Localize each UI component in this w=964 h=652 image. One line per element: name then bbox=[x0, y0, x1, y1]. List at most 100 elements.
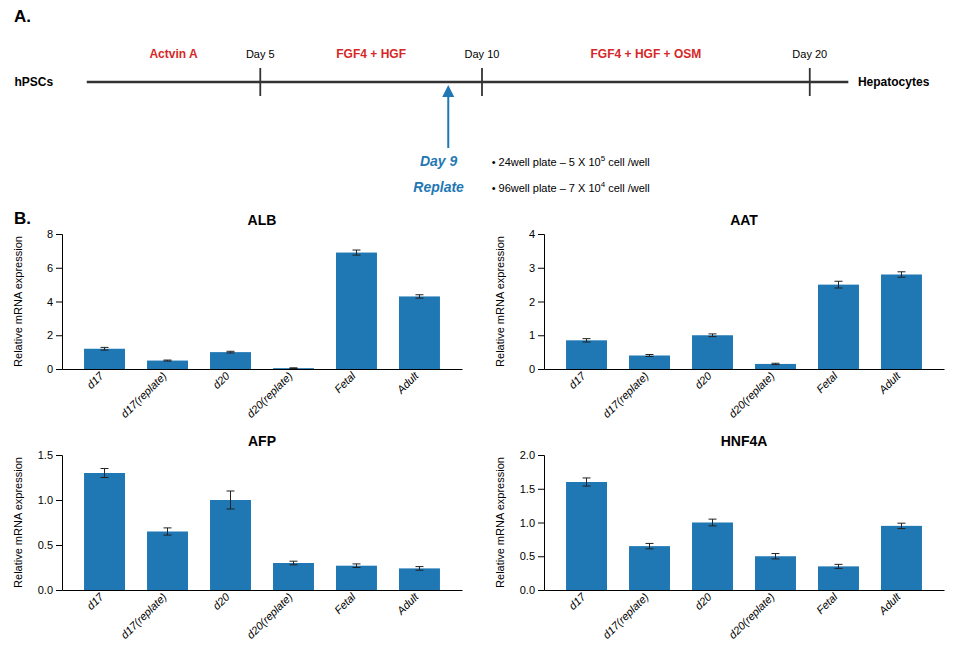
y-tick-label: 2.0 bbox=[520, 449, 535, 461]
y-tick: 0.0 bbox=[520, 584, 544, 596]
plot-area bbox=[84, 250, 440, 369]
note-text: cell /well bbox=[605, 182, 650, 194]
y-tick-label: 0 bbox=[529, 363, 535, 375]
y-tick-mark bbox=[538, 523, 544, 524]
error-bar bbox=[164, 528, 172, 535]
y-tick: 1.0 bbox=[38, 494, 62, 506]
bar bbox=[210, 352, 251, 369]
panel-label: B. bbox=[14, 209, 31, 228]
plot-area bbox=[566, 478, 922, 590]
timeline: A.hPSCsHepatocytesDay 5Day 10Day 20Actvi… bbox=[14, 7, 930, 195]
x-tick: Adult bbox=[876, 590, 904, 618]
bar bbox=[629, 546, 670, 590]
bar bbox=[692, 335, 733, 369]
y-tick-label: 0.0 bbox=[520, 584, 535, 596]
bar bbox=[399, 296, 440, 369]
y-tick-label: 4 bbox=[529, 228, 535, 240]
y-tick-label: 2 bbox=[47, 329, 53, 341]
y-tick-mark bbox=[56, 234, 62, 235]
x-tick: d17(replate) bbox=[118, 590, 169, 641]
x-tick-label: Fetal bbox=[332, 590, 358, 616]
y-tick-label: 0.5 bbox=[520, 550, 535, 562]
y-tick-label: 0 bbox=[47, 363, 53, 375]
error-bar bbox=[709, 519, 717, 526]
bar-panel: B.ALB02468d17d17(replate)d20d20(replate)… bbox=[12, 209, 463, 420]
x-tick-label: Adult bbox=[394, 369, 422, 397]
error-bar bbox=[771, 363, 779, 364]
y-axis-title: Relative mRNA expression bbox=[494, 236, 506, 367]
x-tick: d20(replate) bbox=[726, 369, 777, 420]
x-tick: Adult bbox=[876, 369, 904, 397]
y-tick-label: 1 bbox=[529, 329, 535, 341]
error-bar bbox=[289, 561, 297, 565]
y-tick-mark bbox=[56, 590, 62, 591]
y-tick-label: 1.0 bbox=[38, 494, 53, 506]
note: • 96well plate – 7 X 104 cell /well bbox=[492, 180, 650, 194]
x-tick-label: Adult bbox=[394, 590, 422, 618]
x-tick: d17(replate) bbox=[600, 369, 651, 420]
error-bar bbox=[583, 478, 591, 486]
y-tick: 1.0 bbox=[520, 517, 544, 529]
x-axis-line bbox=[545, 590, 945, 591]
error-bar bbox=[415, 567, 423, 571]
x-tick: d17(replate) bbox=[118, 369, 169, 420]
y-axis-line bbox=[538, 235, 545, 370]
error-bar bbox=[352, 250, 360, 255]
error-bar bbox=[897, 523, 905, 528]
y-tick: 0.0 bbox=[38, 584, 62, 596]
y-tick-mark bbox=[56, 455, 62, 456]
x-tick: Fetal bbox=[814, 369, 840, 395]
note-text: cell /well bbox=[605, 156, 650, 168]
y-tick-label: 4 bbox=[47, 296, 53, 308]
treatment-label: FGF4 + HGF + OSM bbox=[591, 47, 702, 61]
x-tick: d17 bbox=[566, 369, 588, 391]
y-tick: 4 bbox=[47, 296, 62, 308]
y-tick: 1.5 bbox=[520, 483, 544, 495]
error-bar bbox=[771, 554, 779, 559]
replate-arrow-head bbox=[442, 85, 454, 97]
bar bbox=[336, 253, 377, 369]
y-tick: 4 bbox=[529, 228, 544, 240]
note-text: • 96well plate – 7 X 10 bbox=[492, 182, 601, 194]
x-tick-label: d20(replate) bbox=[726, 590, 777, 641]
x-axis-line bbox=[545, 369, 945, 370]
day-marker bbox=[259, 68, 261, 96]
y-axis-title: Relative mRNA expression bbox=[494, 457, 506, 588]
day-label: Day 20 bbox=[792, 48, 827, 60]
x-tick: d17(replate) bbox=[600, 590, 651, 641]
x-tick: d17 bbox=[84, 369, 106, 391]
x-tick-label: d17 bbox=[566, 369, 588, 391]
bar bbox=[881, 526, 922, 590]
note: • 24well plate – 5 X 105 cell /well bbox=[492, 154, 650, 168]
day-label: Day 5 bbox=[246, 48, 275, 60]
x-axis: d17d17(replate)d20d20(replate)FetalAdult bbox=[545, 590, 945, 641]
error-bar bbox=[289, 367, 297, 369]
x-tick: d20 bbox=[692, 369, 714, 391]
y-tick-label: 6 bbox=[47, 262, 53, 274]
y-tick: 8 bbox=[47, 228, 62, 240]
bar bbox=[692, 523, 733, 591]
bar-panel: HNF4A0.00.51.01.52.0d17d17(replate)d20d2… bbox=[494, 433, 945, 641]
bar bbox=[566, 340, 607, 369]
x-tick: d20(replate) bbox=[244, 590, 295, 641]
x-tick: Fetal bbox=[332, 590, 358, 616]
bar bbox=[881, 275, 922, 370]
bar bbox=[566, 482, 607, 590]
bar-panel: AAT01234d17d17(replate)d20d20(replate)Fe… bbox=[494, 212, 945, 420]
y-tick-mark bbox=[538, 268, 544, 269]
x-axis: d17d17(replate)d20d20(replate)FetalAdult bbox=[63, 369, 463, 420]
x-tick-label: d17 bbox=[84, 590, 106, 612]
x-tick-label: Fetal bbox=[814, 369, 840, 395]
y-tick-mark bbox=[538, 556, 544, 557]
x-tick-label: d17(replate) bbox=[600, 369, 651, 420]
note-text: • 24well plate – 5 X 10 bbox=[492, 156, 601, 168]
error-bar bbox=[101, 347, 109, 350]
y-tick-mark bbox=[538, 302, 544, 303]
error-bar bbox=[415, 295, 423, 298]
y-tick-mark bbox=[538, 234, 544, 235]
start-label: hPSCs bbox=[14, 75, 53, 89]
y-tick-mark bbox=[538, 369, 544, 370]
x-tick-label: d20 bbox=[692, 590, 714, 612]
chart-title: HNF4A bbox=[721, 433, 768, 449]
bar bbox=[84, 349, 125, 369]
